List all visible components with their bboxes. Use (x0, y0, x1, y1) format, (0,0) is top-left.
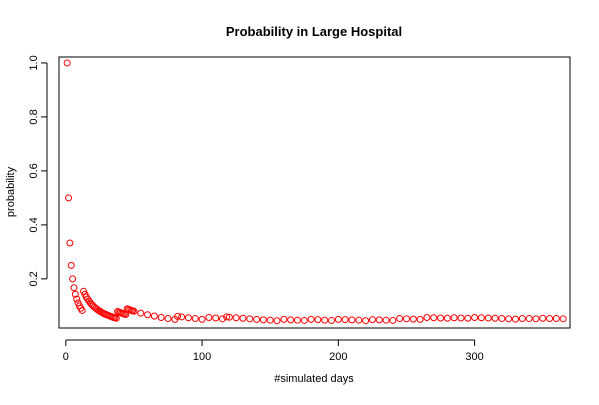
data-point (443, 314, 451, 322)
x-tick-label: 200 (329, 351, 347, 363)
data-point (450, 314, 458, 322)
data-point (174, 312, 182, 320)
data-point (437, 314, 445, 322)
data-point (246, 315, 254, 323)
data-point (280, 315, 288, 323)
data-point (223, 313, 231, 321)
data-point (362, 317, 370, 325)
data-point (539, 314, 547, 322)
data-point (112, 314, 120, 322)
data-point (321, 316, 329, 324)
y-tick-label: 0.2 (28, 271, 40, 286)
x-tick-label: 0 (63, 351, 69, 363)
y-tick-label: 0.6 (28, 163, 40, 178)
x-tick-label: 300 (465, 351, 483, 363)
data-point (518, 315, 526, 323)
data-point (184, 314, 192, 322)
data-point (382, 316, 390, 324)
data-point (532, 315, 540, 323)
chart-title: Probability in Large Hospital (226, 24, 402, 39)
data-point (273, 317, 281, 325)
data-point (457, 314, 465, 322)
data-point (334, 315, 342, 323)
data-point (328, 316, 336, 324)
data-point (287, 316, 295, 324)
data-point (69, 275, 77, 283)
data-point (73, 295, 81, 303)
data-point (300, 316, 308, 324)
data-point (191, 315, 199, 323)
data-point (348, 316, 356, 324)
data-point (464, 314, 472, 322)
x-axis-label: #simulated days (274, 373, 354, 385)
x-axis: 0 100 200 300 (63, 339, 484, 363)
data-point (396, 315, 404, 323)
data-point (164, 315, 172, 323)
x-tick-label: 100 (193, 351, 211, 363)
data-point (71, 290, 79, 298)
data-points (63, 59, 567, 325)
data-point (144, 311, 152, 319)
data-point (505, 315, 513, 323)
data-point (423, 313, 431, 321)
data-point (511, 315, 519, 323)
data-point (402, 315, 410, 323)
y-axis-label: probability (5, 166, 17, 217)
data-point (559, 315, 567, 323)
data-point (471, 313, 479, 321)
data-point (137, 309, 145, 317)
data-point (430, 314, 438, 322)
data-point (212, 314, 220, 322)
data-point (65, 194, 73, 202)
data-point (341, 316, 349, 324)
data-point (307, 315, 315, 323)
data-point (78, 306, 86, 314)
y-tick-label: 0.8 (28, 109, 40, 124)
data-point (355, 316, 363, 324)
y-tick-label: 0.4 (28, 217, 40, 232)
data-point (491, 314, 499, 322)
plot-frame (58, 56, 571, 329)
data-point (157, 313, 165, 321)
data-point (552, 315, 560, 323)
data-point (150, 312, 158, 320)
data-point (368, 316, 376, 324)
data-point (130, 307, 138, 315)
data-point (314, 316, 322, 324)
data-point (484, 314, 492, 322)
data-point (205, 313, 213, 321)
data-point (198, 315, 206, 323)
y-tick-label: 1.0 (28, 55, 40, 70)
data-point (416, 315, 424, 323)
data-point (266, 316, 274, 324)
data-point (259, 316, 267, 324)
data-point (525, 315, 533, 323)
data-point (375, 316, 383, 324)
data-point (546, 315, 554, 323)
data-point (225, 313, 233, 321)
data-point (409, 315, 417, 323)
data-point (253, 315, 261, 323)
data-point (232, 314, 240, 322)
data-point (178, 313, 186, 321)
data-point (498, 315, 506, 323)
data-point (219, 315, 227, 323)
data-point (477, 314, 485, 322)
data-point (70, 284, 78, 292)
data-point (67, 261, 75, 269)
data-point (66, 239, 74, 247)
data-point (293, 316, 301, 324)
y-axis: 0.2 0.4 0.6 0.8 1.0 (28, 55, 48, 287)
data-point (239, 314, 247, 322)
data-point (389, 316, 397, 324)
data-point (63, 59, 71, 67)
